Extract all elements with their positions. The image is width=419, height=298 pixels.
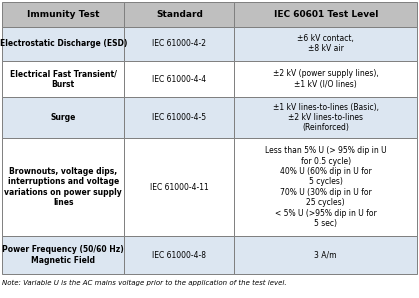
Text: IEC 61000-4-2: IEC 61000-4-2 bbox=[153, 39, 207, 48]
Bar bbox=[234, 138, 417, 236]
Text: 3 A/m: 3 A/m bbox=[314, 251, 337, 260]
Text: Immunity Test: Immunity Test bbox=[27, 10, 99, 19]
Text: IEC 60601 Test Level: IEC 60601 Test Level bbox=[274, 10, 378, 19]
Bar bbox=[2, 236, 124, 274]
Bar bbox=[124, 97, 234, 138]
Text: Note: Variable U is the AC mains voltage prior to the application of the test le: Note: Variable U is the AC mains voltage… bbox=[2, 280, 287, 286]
Text: Less than 5% U (> 95% dip in U
for 0.5 cycle)
40% U (60% dip in U for
5 cycles)
: Less than 5% U (> 95% dip in U for 0.5 c… bbox=[265, 146, 386, 228]
Text: ±2 kV (power supply lines),
±1 kV (I/O lines): ±2 kV (power supply lines), ±1 kV (I/O l… bbox=[273, 69, 379, 89]
Bar bbox=[124, 61, 234, 97]
Text: ±6 kV contact,
±8 kV air: ±6 kV contact, ±8 kV air bbox=[297, 34, 354, 53]
Bar bbox=[2, 138, 124, 236]
Bar bbox=[234, 61, 417, 97]
Text: IEC 61000-4-5: IEC 61000-4-5 bbox=[153, 113, 207, 122]
Bar bbox=[234, 27, 417, 61]
Bar bbox=[124, 138, 234, 236]
Text: Electrostatic Discharge (ESD): Electrostatic Discharge (ESD) bbox=[0, 39, 127, 48]
Text: Brownouts, voltage dips,
interruptions and voltage
variations on power supply
li: Brownouts, voltage dips, interruptions a… bbox=[4, 167, 122, 207]
Bar bbox=[124, 2, 234, 27]
Bar bbox=[2, 2, 124, 27]
Bar bbox=[234, 236, 417, 274]
Text: IEC 61000-4-11: IEC 61000-4-11 bbox=[150, 183, 209, 192]
Bar bbox=[2, 97, 124, 138]
Bar bbox=[234, 2, 417, 27]
Bar bbox=[2, 61, 124, 97]
Bar bbox=[124, 236, 234, 274]
Text: Surge: Surge bbox=[51, 113, 76, 122]
Bar bbox=[234, 97, 417, 138]
Text: Standard: Standard bbox=[156, 10, 203, 19]
Bar bbox=[2, 27, 124, 61]
Bar bbox=[124, 27, 234, 61]
Text: Power Frequency (50/60 Hz)
Magnetic Field: Power Frequency (50/60 Hz) Magnetic Fiel… bbox=[3, 246, 124, 265]
Text: IEC 61000-4-4: IEC 61000-4-4 bbox=[153, 74, 207, 83]
Text: ±1 kV lines-to-lines (Basic),
±2 kV lines-to-lines
(Reinforced): ±1 kV lines-to-lines (Basic), ±2 kV line… bbox=[273, 103, 379, 132]
Text: IEC 61000-4-8: IEC 61000-4-8 bbox=[153, 251, 207, 260]
Text: Electrical Fast Transient/
Burst: Electrical Fast Transient/ Burst bbox=[10, 69, 116, 89]
